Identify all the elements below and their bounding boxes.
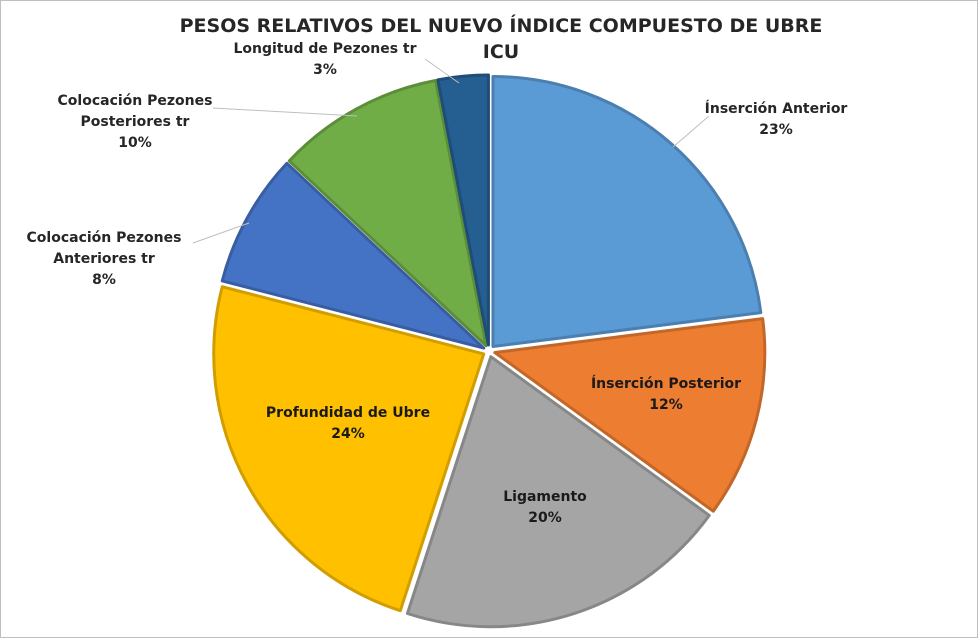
data-label-percent: 10%	[118, 135, 152, 151]
pie-slice-longitud-de-pezones-tr	[436, 73, 490, 347]
data-label-longitud-de-pezones-tr: Longitud de Pezones tr 3%	[233, 41, 416, 78]
data-label-name: Posteriores tr	[81, 114, 190, 130]
pie-slice-profundidad-de-ubre	[212, 285, 486, 613]
data-label-name: Colocación Pezones	[27, 230, 182, 246]
data-label-percent: 8%	[92, 272, 116, 288]
pie-slice-ligamento	[405, 355, 711, 629]
data-label-percent: 20%	[528, 510, 562, 526]
chart-title: PESOS RELATIVOS DEL NUEVO ÍNDICE COMPUES…	[121, 13, 881, 65]
data-label-percent: 24%	[331, 426, 365, 442]
leader-line-colocacion-pezones-posteriores-tr	[212, 107, 358, 117]
data-label-name: Profundidad de Ubre	[266, 405, 430, 421]
pie-slice-insercion-posterior	[493, 317, 767, 513]
pie-slice-colocacion-pezones-posteriores-tr	[287, 79, 488, 348]
data-label-name: Anteriores tr	[53, 251, 155, 267]
data-label-name: Longitud de Pezones tr	[233, 41, 416, 57]
leader-line-insercion-anterior	[672, 115, 710, 148]
data-label-colocacion-pezones-anteriores-tr: Colocación Pezones Anteriores tr 8%	[27, 230, 182, 288]
data-label-percent: 3%	[313, 62, 337, 78]
leader-line-longitud-de-pezones-tr	[424, 58, 460, 84]
leader-line-colocacion-pezones-anteriores-tr	[192, 222, 250, 244]
chart-title-line1: PESOS RELATIVOS DEL NUEVO ÍNDICE COMPUES…	[179, 15, 823, 37]
data-label-name: Ligamento	[503, 489, 587, 505]
data-label-colocacion-pezones-posteriores-tr: Colocación Pezones Posteriores tr 10%	[58, 93, 213, 151]
pie-slice-insercion-anterior	[491, 74, 763, 348]
data-label-name: Ínserción Posterior	[591, 375, 741, 392]
data-label-percent: 23%	[759, 122, 793, 138]
data-label-profundidad-de-ubre: Profundidad de Ubre 24%	[266, 405, 430, 442]
chart-title-line2: ICU	[482, 41, 520, 63]
data-label-insercion-posterior: Ínserción Posterior 12%	[591, 375, 741, 413]
data-label-name: Ínserción Anterior	[705, 100, 848, 117]
data-label-ligamento: Ligamento 20%	[503, 489, 587, 526]
data-label-insercion-anterior: Ínserción Anterior 23%	[705, 100, 848, 138]
data-label-percent: 12%	[649, 397, 683, 413]
data-label-name: Colocación Pezones	[58, 93, 213, 109]
pie-slice-colocacion-pezones-anteriores-tr	[220, 161, 486, 350]
